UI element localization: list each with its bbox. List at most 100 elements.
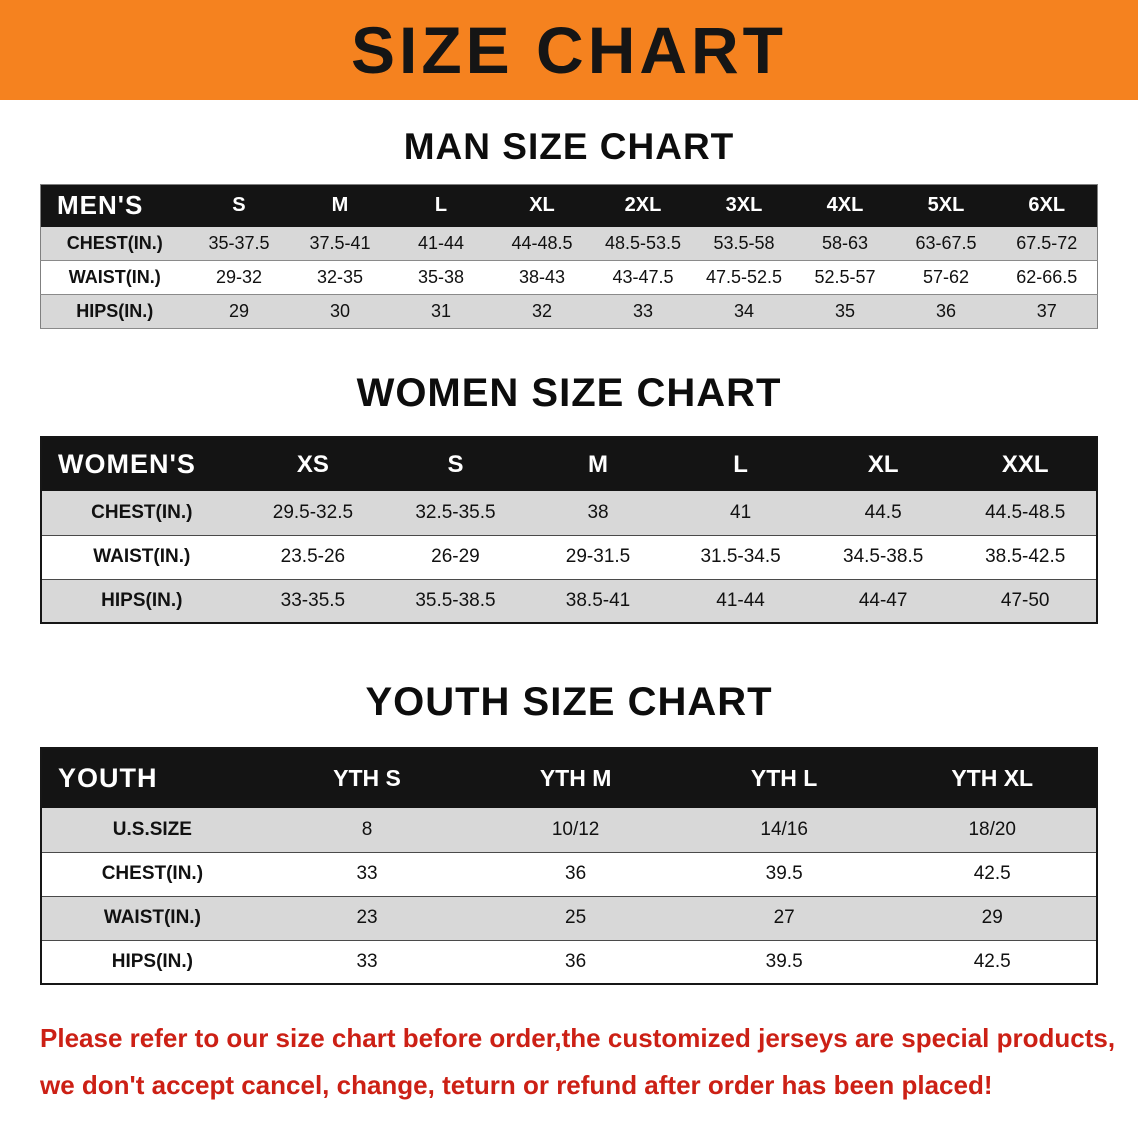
column-header: M [289, 184, 391, 227]
column-header: YTH S [262, 748, 472, 808]
row-label: CHEST(IN.) [40, 226, 189, 261]
table-cell: 38.5-41 [526, 579, 670, 623]
table-cell: 53.5-58 [693, 226, 795, 261]
column-header: 2XL [592, 184, 694, 227]
column-header: S [384, 437, 527, 491]
table-cell: 32-35 [289, 260, 391, 295]
column-header: S [188, 184, 290, 227]
table-cell: 38-43 [491, 260, 593, 295]
column-header: YTH L [679, 748, 889, 808]
youth-size-table: YOUTH YTH S YTH M YTH L YTH XL U.S.SIZE 8 10/12… [40, 747, 1098, 985]
table-row: WAIST(IN.) 29-32 32-35 35-38 38-43 43-47.5 47.… [40, 260, 1098, 295]
table-cell: 44-48.5 [491, 226, 593, 261]
table-cell: 37 [996, 294, 1098, 329]
row-label: WAIST(IN.) [40, 260, 189, 295]
table-cell: 36 [471, 852, 680, 896]
table-cell: 29-31.5 [526, 535, 670, 579]
table-cell: 10/12 [471, 808, 680, 852]
womens-corner-label: WOMEN'S [41, 437, 242, 491]
column-header: XL [811, 437, 955, 491]
table-row: U.S.SIZE 8 10/12 14/16 18/20 [41, 808, 1097, 852]
table-cell: 29 [888, 896, 1097, 940]
table-cell: 18/20 [888, 808, 1097, 852]
table-cell: 43-47.5 [592, 260, 694, 295]
table-row: WAIST(IN.) 23 25 27 29 [41, 896, 1097, 940]
table-cell: 32.5-35.5 [384, 491, 527, 535]
table-cell: 41 [669, 491, 812, 535]
size-chart-banner: SIZE CHART [0, 0, 1138, 100]
size-chart-content: MAN SIZE CHART MEN'S S M L XL 2XL 3XL 4XL 5XL 6XL… [0, 126, 1138, 1109]
table-cell: 29-32 [188, 260, 290, 295]
youth-corner-label: YOUTH [41, 748, 263, 808]
man-size-chart-heading: MAN SIZE CHART [403, 126, 735, 167]
column-header: L [669, 437, 812, 491]
table-cell: 34.5-38.5 [811, 535, 955, 579]
table-cell: 35 [794, 294, 896, 329]
disclaimer-line-1: Please refer to our size chart before or… [40, 1023, 1116, 1053]
youth-size-chart-heading: YOUTH SIZE CHART [365, 680, 773, 724]
table-cell: 8 [262, 808, 472, 852]
table-cell: 35.5-38.5 [384, 579, 527, 623]
table-cell: 48.5-53.5 [592, 226, 694, 261]
disclaimer-line-2: we don't accept cancel, change, teturn o… [40, 1070, 993, 1100]
table-cell: 32 [491, 294, 593, 329]
table-cell: 42.5 [888, 852, 1097, 896]
table-cell: 23.5-26 [241, 535, 385, 579]
table-cell: 37.5-41 [289, 226, 391, 261]
page-title: SIZE CHART [351, 13, 787, 87]
table-cell: 58-63 [794, 226, 896, 261]
table-cell: 62-66.5 [996, 260, 1098, 295]
womens-size-table: WOMEN'S XS S M L XL XXL CHEST(IN.) 29.5-32.5 32.5… [40, 436, 1098, 624]
disclaimer-note: Please refer to our size chart before or… [40, 1015, 1138, 1109]
table-cell: 57-62 [895, 260, 997, 295]
table-cell: 52.5-57 [794, 260, 896, 295]
table-cell: 30 [289, 294, 391, 329]
womens-size-table-container: WOMEN'S XS S M L XL XXL CHEST(IN.) 29.5-32.5 32.5… [40, 436, 1098, 624]
table-cell: 36 [895, 294, 997, 329]
table-cell: 25 [471, 896, 680, 940]
mens-size-table: MEN'S S M L XL 2XL 3XL 4XL 5XL 6XL CHEST(IN.) 35-37… [40, 184, 1098, 329]
table-cell: 67.5-72 [996, 226, 1098, 261]
table-cell: 38.5-42.5 [954, 535, 1097, 579]
row-label: CHEST(IN.) [41, 852, 263, 896]
row-label: U.S.SIZE [41, 808, 263, 852]
table-cell: 44.5-48.5 [954, 491, 1097, 535]
column-header: L [390, 184, 492, 227]
table-cell: 39.5 [679, 940, 889, 984]
women-size-chart-heading: WOMEN SIZE CHART [356, 371, 782, 415]
column-header: XL [491, 184, 593, 227]
table-cell: 33-35.5 [241, 579, 385, 623]
table-cell: 33 [592, 294, 694, 329]
table-cell: 44.5 [811, 491, 955, 535]
header-row: WOMEN'S XS S M L XL XXL [41, 437, 1097, 491]
column-header: 3XL [693, 184, 795, 227]
table-cell: 14/16 [679, 808, 889, 852]
table-cell: 41-44 [669, 579, 812, 623]
table-row: CHEST(IN.) 33 36 39.5 42.5 [41, 852, 1097, 896]
row-label: HIPS(IN.) [40, 294, 189, 329]
table-row: CHEST(IN.) 29.5-32.5 32.5-35.5 38 41 44.5 44.5… [41, 491, 1097, 535]
mens-corner-label: MEN'S [40, 184, 189, 227]
column-header: 6XL [996, 184, 1098, 227]
table-cell: 47.5-52.5 [693, 260, 795, 295]
table-cell: 38 [526, 491, 670, 535]
row-label: WAIST(IN.) [41, 896, 263, 940]
header-row: YOUTH YTH S YTH M YTH L YTH XL [41, 748, 1097, 808]
header-row: MEN'S S M L XL 2XL 3XL 4XL 5XL 6XL [40, 184, 1098, 227]
table-row: HIPS(IN.) 33 36 39.5 42.5 [41, 940, 1097, 984]
table-cell: 23 [262, 896, 472, 940]
table-cell: 29 [188, 294, 290, 329]
table-cell: 26-29 [384, 535, 527, 579]
table-cell: 35-37.5 [188, 226, 290, 261]
column-header: 4XL [794, 184, 896, 227]
table-cell: 44-47 [811, 579, 955, 623]
column-header: XS [241, 437, 385, 491]
row-label: CHEST(IN.) [41, 491, 242, 535]
column-header: XXL [954, 437, 1097, 491]
table-cell: 36 [471, 940, 680, 984]
table-row: HIPS(IN.) 33-35.5 35.5-38.5 38.5-41 41-44 44-… [41, 579, 1097, 623]
table-cell: 31.5-34.5 [669, 535, 812, 579]
table-cell: 31 [390, 294, 492, 329]
table-cell: 33 [262, 940, 472, 984]
table-cell: 33 [262, 852, 472, 896]
